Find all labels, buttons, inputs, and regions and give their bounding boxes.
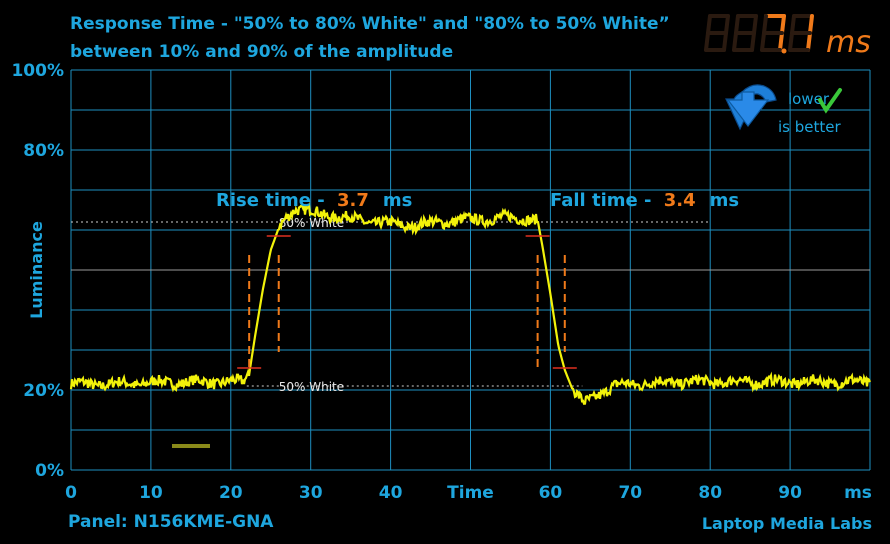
digit-segment — [724, 14, 730, 35]
annotation-text: Fall time - — [550, 190, 658, 211]
checkmark-icon — [818, 88, 842, 114]
title-line-1: Response Time - "50% to 80% White" and "… — [70, 14, 670, 34]
title-line-2: between 10% and 90% of the amplitude — [70, 42, 454, 62]
digit-segment — [732, 31, 738, 52]
readout-unit: ms — [826, 25, 871, 60]
badge-line-1: lower — [788, 90, 830, 108]
lower-is-better-badge: lower is better — [725, 84, 842, 136]
digit-segment — [808, 14, 814, 35]
digit-segment — [750, 31, 756, 52]
channel-frequency-note — [172, 444, 210, 448]
annotation-text: Rise time - — [216, 190, 331, 211]
x-tick-label: 60 — [539, 483, 563, 503]
digit-segment — [704, 31, 710, 52]
luminance-trace — [69, 201, 872, 405]
annotation-unit: ms — [383, 190, 412, 211]
x-tick-label: 20 — [219, 483, 243, 503]
digit-segment — [752, 14, 758, 35]
x-axis-unit: ms — [844, 483, 872, 503]
reference-label-80-white: 80% White — [279, 216, 344, 230]
x-tick-label: 40 — [379, 483, 403, 503]
digit-segment — [788, 31, 794, 52]
x-tick-label: 70 — [618, 483, 642, 503]
y-tick-label: 100% — [11, 61, 64, 81]
badge-line-2: is better — [778, 118, 841, 136]
digit-segment — [806, 31, 812, 52]
arrow-head-icon — [726, 91, 770, 127]
y-tick-label: 20% — [23, 381, 64, 401]
y-tick-label: 0% — [35, 461, 64, 481]
x-tick-label: 10 — [139, 483, 163, 503]
digit-segment — [778, 31, 784, 52]
digit-segment — [706, 14, 712, 35]
annotation-value: 3.7 — [337, 190, 369, 211]
annotation-value: 3.4 — [664, 190, 696, 211]
reference-label-50-white: 50% White — [279, 380, 344, 394]
response-time-readout: ms — [704, 14, 871, 60]
digit-segment — [780, 14, 786, 35]
down-arrow-icon — [725, 84, 777, 131]
digit-segment — [760, 31, 766, 52]
x-tick-label: 30 — [299, 483, 323, 503]
chart-title: Response Time - "50% to 80% White" and "… — [70, 10, 690, 66]
x-tick-label: 90 — [778, 483, 802, 503]
x-tick-label: 0 — [65, 483, 77, 503]
x-axis-label: Time — [447, 483, 494, 503]
digit-segment — [790, 14, 796, 35]
annotation-unit: ms — [710, 190, 739, 211]
fall-time-label: Fall time - 3.4 ms — [550, 190, 739, 211]
y-tick-label: 80% — [23, 141, 64, 161]
digit-segment — [722, 31, 728, 52]
digit-segment — [734, 14, 740, 35]
panel-label: Panel: N156KME-GNA — [68, 512, 274, 532]
y-axis-label: Luminance — [27, 221, 46, 319]
rise-time-label: Rise time - 3.7 ms — [216, 190, 412, 211]
digit-segment — [762, 14, 768, 35]
decimal-point — [781, 48, 787, 54]
x-tick-label: 80 — [698, 483, 722, 503]
brand-label: Laptop Media Labs — [701, 514, 872, 533]
